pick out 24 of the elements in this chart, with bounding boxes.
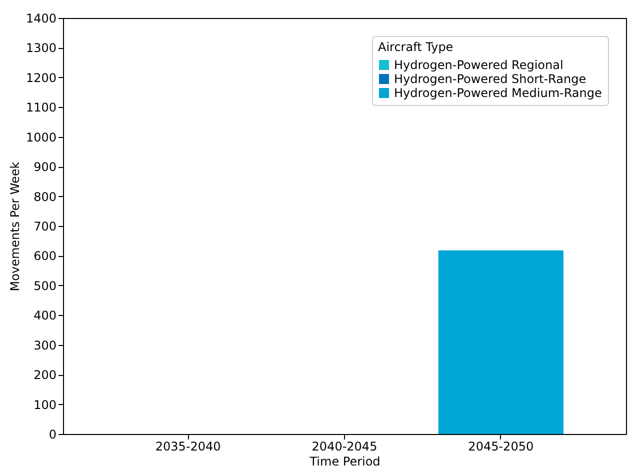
legend-label: Hydrogen-Powered Short-Range	[394, 72, 586, 86]
y-tick-label: 1300	[26, 41, 56, 56]
y-tick-label: 1000	[26, 130, 56, 144]
x-axis-title: Time Period	[308, 454, 380, 468]
x-tick-label: 2045-2050	[468, 440, 534, 454]
y-axis-title: Movements Per Week	[8, 162, 22, 292]
y-tick-label: 200	[34, 368, 56, 382]
x-tick-label: 2040-2045	[312, 440, 378, 454]
y-tick-label: 400	[34, 308, 56, 323]
y-tick-label: 800	[34, 190, 56, 204]
y-tick-label: 100	[34, 398, 56, 412]
y-tick-label: 600	[34, 249, 56, 264]
y-tick-label: 900	[34, 160, 56, 174]
legend-label: Hydrogen-Powered Medium-Range	[394, 86, 602, 100]
y-tick-label: 300	[34, 338, 56, 352]
y-tick-label: 1100	[26, 100, 56, 115]
legend-label: Hydrogen-Powered Regional	[394, 58, 564, 72]
y-tick-label: 700	[34, 220, 56, 234]
y-tick-label: 0	[48, 428, 56, 442]
y-tick-label: 500	[34, 278, 56, 293]
y-tick-label: 1200	[26, 70, 56, 85]
x-tick-label: 2035-2040	[155, 440, 221, 454]
legend-title: Aircraft Type	[378, 40, 454, 54]
y-tick-label: 1400	[26, 12, 56, 26]
